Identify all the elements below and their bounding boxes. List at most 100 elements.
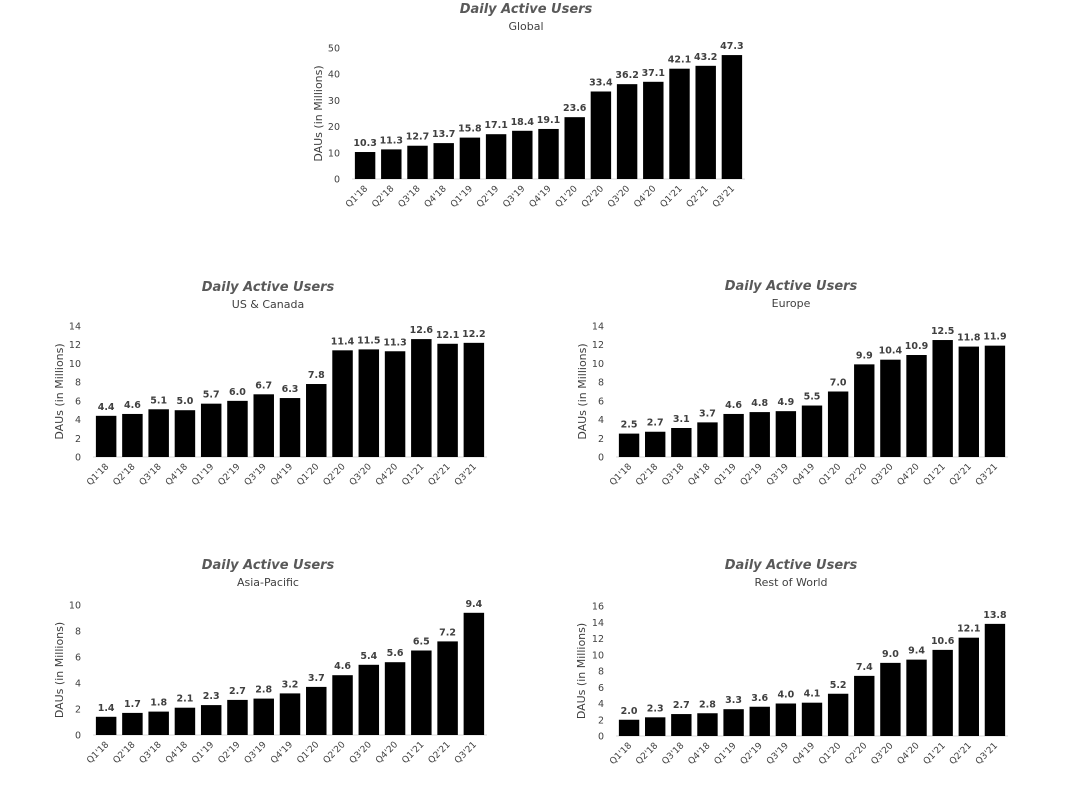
data-label: 5.1 bbox=[150, 395, 167, 406]
bar bbox=[463, 612, 485, 735]
bar bbox=[749, 412, 770, 457]
x-tick-label: Q4'18 bbox=[687, 741, 713, 767]
bar bbox=[906, 355, 927, 457]
x-tick-label: Q2'21 bbox=[427, 740, 453, 766]
data-label: 9.0 bbox=[882, 649, 899, 660]
data-label: 23.6 bbox=[563, 103, 587, 114]
bar bbox=[958, 346, 979, 457]
chart-europe: Daily Active Users Europe DAUs (in Million… bbox=[576, 279, 1008, 488]
y-tick-label: 10 bbox=[592, 359, 604, 370]
y-tick-label: 0 bbox=[75, 731, 81, 742]
bar bbox=[332, 350, 353, 457]
x-tick-label: Q4'19 bbox=[791, 462, 817, 488]
x-tick-label: Q3'19 bbox=[765, 462, 791, 488]
chart-subtitle: Rest of World bbox=[754, 576, 827, 589]
x-tick-label: Q1'20 bbox=[295, 740, 321, 766]
bar bbox=[801, 702, 823, 736]
x-tick-label: Q3'19 bbox=[243, 740, 269, 766]
x-tick-label: Q1'20 bbox=[817, 462, 843, 488]
x-tick-label: Q3'20 bbox=[348, 740, 374, 766]
y-tick-label: 10 bbox=[592, 650, 604, 661]
data-label: 4.6 bbox=[334, 661, 351, 672]
y-tick-label: 0 bbox=[598, 732, 604, 743]
bar bbox=[671, 714, 692, 736]
x-tick-label: Q4'19 bbox=[791, 741, 817, 767]
data-label: 10.4 bbox=[879, 346, 903, 357]
x-tick-label: Q2'19 bbox=[217, 740, 243, 766]
bar bbox=[695, 65, 716, 179]
x-tick-label: Q3'18 bbox=[660, 741, 686, 767]
x-tick-label: Q4'20 bbox=[632, 184, 658, 210]
x-tick-label: Q1'18 bbox=[85, 462, 111, 488]
bar bbox=[854, 364, 875, 457]
bar bbox=[253, 698, 274, 735]
bar bbox=[618, 719, 640, 736]
x-tick-label: Q1'21 bbox=[659, 184, 685, 210]
data-label: 9.9 bbox=[856, 350, 873, 361]
y-axis-label: DAUs (in Millions) bbox=[53, 343, 66, 439]
y-tick-label: 14 bbox=[592, 322, 604, 333]
data-label: 7.0 bbox=[830, 378, 847, 389]
chart-title: Daily Active Users bbox=[202, 558, 335, 573]
data-label: 15.8 bbox=[458, 124, 482, 135]
x-tick-label: Q3'21 bbox=[711, 184, 737, 210]
bar bbox=[122, 413, 143, 457]
bar bbox=[697, 713, 718, 736]
data-label: 4.4 bbox=[98, 402, 115, 413]
bar bbox=[590, 91, 612, 179]
chart-subtitle: Europe bbox=[772, 297, 811, 310]
x-tick-label: Q1'20 bbox=[554, 184, 580, 210]
x-tick-label: Q3'20 bbox=[870, 741, 896, 767]
chart-asia-pacific: Daily Active Users Asia-Pacific DAUs (in M… bbox=[53, 558, 487, 766]
data-label: 5.7 bbox=[203, 390, 220, 401]
chart-title: Daily Active Users bbox=[725, 558, 858, 573]
x-tick-label: Q3'19 bbox=[501, 184, 527, 210]
x-tick-label: Q4'20 bbox=[374, 740, 400, 766]
bar bbox=[697, 422, 718, 457]
data-label: 6.7 bbox=[255, 380, 272, 391]
y-tick-label: 4 bbox=[598, 415, 604, 426]
data-label: 12.2 bbox=[462, 329, 485, 340]
x-tick-label: Q4'18 bbox=[164, 740, 190, 766]
chart-title: Daily Active Users bbox=[202, 280, 335, 295]
data-label: 11.3 bbox=[383, 337, 406, 348]
bar bbox=[253, 394, 274, 457]
x-tick-label: Q2'21 bbox=[685, 184, 711, 210]
bar bbox=[827, 693, 849, 736]
data-label: 18.4 bbox=[511, 117, 535, 128]
data-label: 2.7 bbox=[229, 686, 246, 697]
bar bbox=[148, 409, 169, 457]
bar bbox=[384, 351, 406, 457]
x-tick-label: Q1'18 bbox=[608, 462, 634, 488]
data-label: 4.8 bbox=[751, 398, 768, 409]
data-label: 2.0 bbox=[621, 706, 638, 717]
data-label: 5.0 bbox=[177, 396, 194, 407]
x-tick-label: Q2'20 bbox=[843, 741, 869, 767]
x-tick-label: Q2'21 bbox=[948, 741, 974, 767]
bar bbox=[564, 117, 585, 179]
x-tick-label: Q2'20 bbox=[322, 462, 348, 488]
data-label: 2.3 bbox=[203, 691, 220, 702]
bar bbox=[227, 699, 248, 735]
y-tick-label: 12 bbox=[69, 340, 81, 351]
y-tick-label: 12 bbox=[592, 340, 604, 351]
y-tick-label: 20 bbox=[328, 122, 340, 133]
data-label: 6.3 bbox=[282, 384, 299, 395]
chart-title: Daily Active Users bbox=[460, 2, 593, 17]
x-tick-label: Q1'20 bbox=[295, 462, 321, 488]
data-label: 2.5 bbox=[621, 420, 638, 431]
chart-rest-of-world: Daily Active Users Rest of World DAUs (in … bbox=[575, 558, 1008, 767]
x-tick-label: Q1'19 bbox=[713, 741, 739, 767]
data-label: 11.9 bbox=[983, 332, 1006, 343]
bar bbox=[932, 340, 953, 457]
bar bbox=[411, 339, 432, 457]
x-tick-label: Q2'19 bbox=[217, 462, 243, 488]
data-label: 3.7 bbox=[308, 673, 325, 684]
x-tick-label: Q4'18 bbox=[687, 462, 713, 488]
chart-us-canada: Daily Active Users US & Canada DAUs (in Mi… bbox=[53, 280, 487, 488]
data-label: 3.1 bbox=[673, 414, 690, 425]
bar bbox=[616, 84, 638, 179]
x-tick-label: Q3'20 bbox=[870, 462, 896, 488]
bar bbox=[306, 686, 327, 735]
x-tick-label: Q2'18 bbox=[634, 741, 660, 767]
